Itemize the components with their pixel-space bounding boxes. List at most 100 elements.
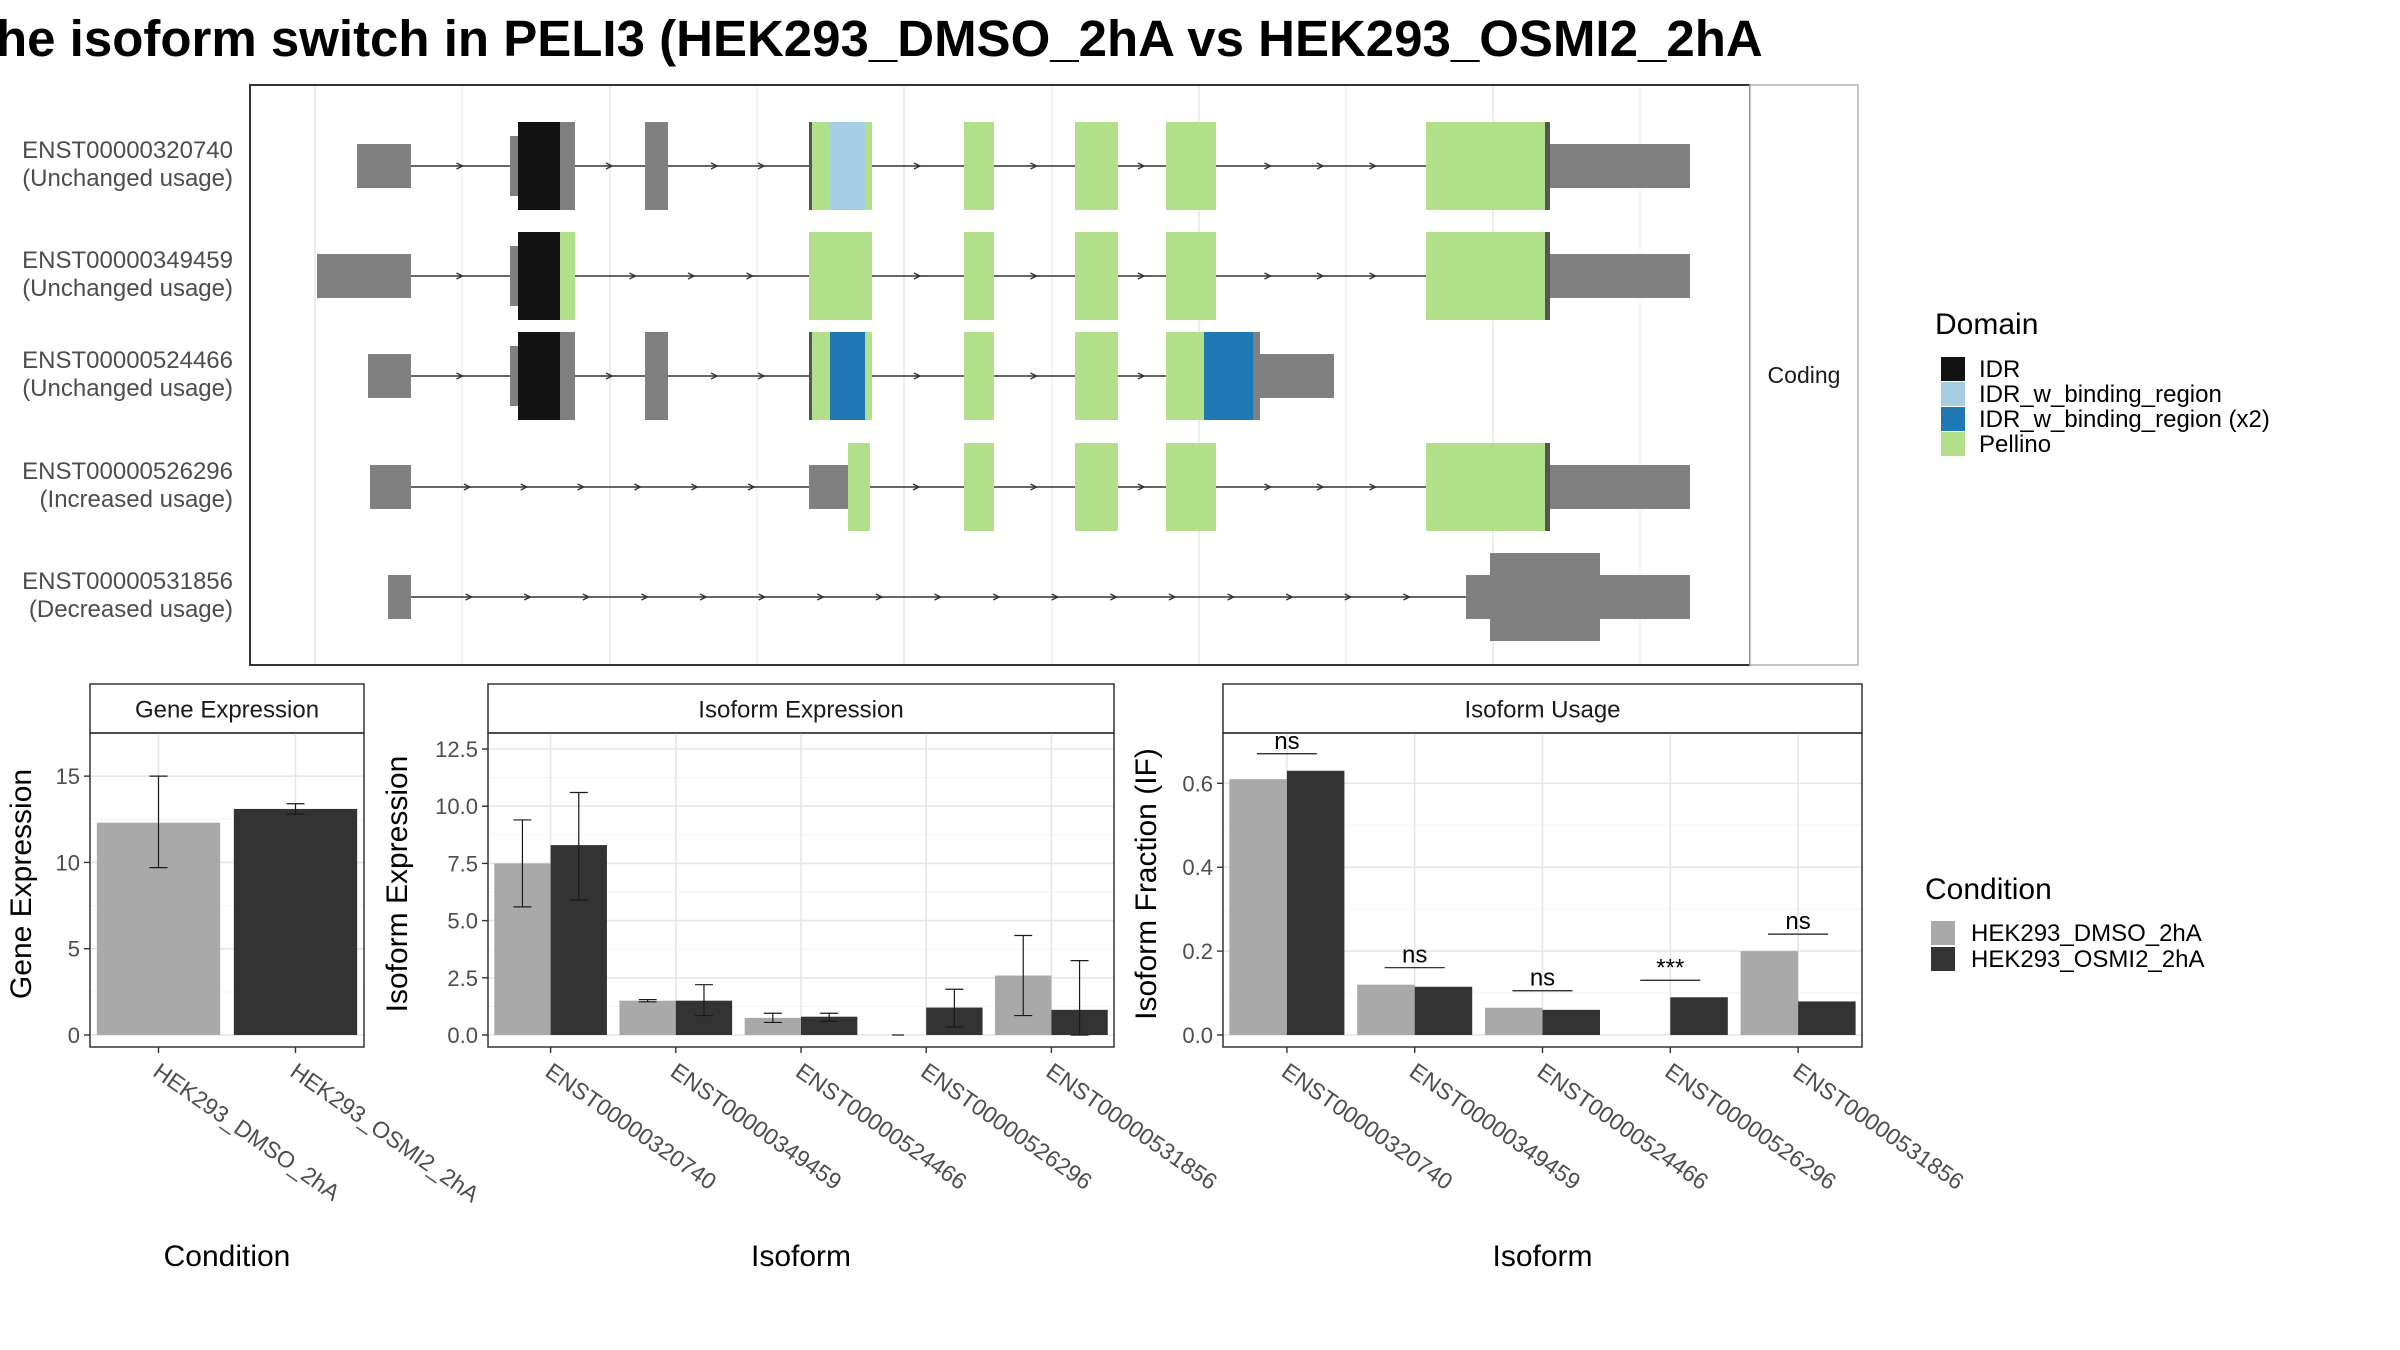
- exon-block: [370, 465, 411, 509]
- structure-facet-strip: [1749, 84, 1859, 666]
- condition-legend-label: HEK293_DMSO_2hA: [1971, 920, 2202, 947]
- strand-arrow: [1051, 593, 1060, 601]
- domain-legend-label: IDR_w_binding_region (x2): [1979, 406, 2270, 433]
- exon-block: [518, 332, 560, 420]
- strand-arrow: [1316, 483, 1325, 491]
- significance-label: ns: [1785, 908, 1810, 935]
- structure-row: [370, 443, 1690, 531]
- exon-block: [865, 122, 872, 210]
- isoform-usage-label: (Unchanged usage): [22, 375, 233, 402]
- y-axis-label: Isoform Expression: [381, 756, 414, 1013]
- structure-row: [368, 332, 1334, 420]
- bar: [233, 808, 358, 1035]
- strand-arrow: [1264, 162, 1273, 170]
- isoform-expression-chart: Isoform Expression0.02.55.07.510.012.5EN…: [381, 683, 1222, 1273]
- strand-arrow: [605, 162, 614, 170]
- exon-block: [1550, 254, 1690, 298]
- y-tick-label: 0.0: [447, 1023, 478, 1048]
- strand-arrow: [1110, 593, 1118, 601]
- x-axis-label: Isoform: [751, 1240, 851, 1273]
- strand-arrow: [710, 372, 719, 380]
- exon-block: [1466, 575, 1490, 619]
- strand-arrow: [690, 483, 699, 491]
- strand-arrow: [757, 162, 766, 170]
- bar: [1357, 984, 1415, 1035]
- y-tick-label: 7.5: [447, 851, 478, 876]
- exon-block: [1260, 354, 1334, 398]
- bar: [1670, 997, 1728, 1035]
- exon-block: [510, 246, 518, 306]
- structure-row: [388, 553, 1690, 641]
- y-tick-label: 2.5: [447, 966, 478, 991]
- figure-title: he isoform switch in PELI3 (HEK293_DMSO_…: [0, 10, 1763, 67]
- isoform-id-label: ENST00000526296: [22, 458, 233, 485]
- exon-block: [388, 575, 411, 619]
- exon-block: [809, 232, 872, 320]
- strand-arrow: [1030, 162, 1039, 170]
- exon-block: [518, 232, 560, 320]
- exon-block: [1600, 575, 1690, 619]
- strand-arrow: [523, 593, 532, 601]
- structure-row: [317, 232, 1690, 320]
- x-axis-label: Isoform: [1492, 1240, 1592, 1273]
- strand-arrow: [456, 162, 465, 170]
- strand-arrow: [687, 272, 696, 280]
- exon-block: [830, 332, 865, 420]
- strand-arrow: [641, 593, 650, 601]
- bar: [1286, 770, 1345, 1035]
- x-axis-label: Condition: [164, 1240, 291, 1273]
- strand-arrow: [520, 483, 529, 491]
- exon-block: [1204, 332, 1253, 420]
- strand-arrow: [1030, 372, 1039, 380]
- strand-arrow: [1403, 593, 1411, 601]
- exon-block: [357, 144, 411, 188]
- exon-block: [510, 346, 518, 406]
- strand-arrow: [913, 372, 922, 380]
- exon-block: [645, 332, 668, 420]
- strand-arrow: [934, 593, 943, 601]
- strand-arrow: [1264, 272, 1273, 280]
- y-tick-label: 5: [68, 937, 80, 962]
- domain-legend-label: Pellino: [1979, 431, 2051, 458]
- condition-legend-swatch: [1931, 921, 1955, 945]
- exon-block: [560, 232, 575, 320]
- exon-block: [645, 122, 668, 210]
- exon-block: [1166, 332, 1204, 420]
- structure-isoform-labels: ENST00000320740(Unchanged usage)ENST0000…: [22, 137, 233, 623]
- isoform-id-label: ENST00000524466: [22, 347, 233, 374]
- bar: [1542, 1009, 1601, 1035]
- exon-block: [1426, 232, 1545, 320]
- strand-arrow: [605, 372, 614, 380]
- y-tick-label: 0.6: [1182, 771, 1213, 796]
- y-tick-label: 15: [56, 764, 80, 789]
- isoform-usage-label: (Decreased usage): [29, 596, 233, 623]
- y-tick-label: 10.0: [435, 794, 478, 819]
- strand-arrow: [710, 162, 719, 170]
- isoform-usage-label: (Unchanged usage): [22, 275, 233, 302]
- exon-block: [964, 122, 994, 210]
- exon-block: [1426, 122, 1545, 210]
- exon-block: [809, 122, 812, 210]
- strand-arrow: [1137, 272, 1146, 280]
- domain-legend-swatch: [1941, 407, 1965, 431]
- bar: [1414, 986, 1473, 1035]
- strand-arrow: [463, 483, 472, 491]
- exon-block: [510, 136, 518, 196]
- y-tick-label: 0.4: [1182, 855, 1213, 880]
- exon-block: [1550, 465, 1690, 509]
- domain-legend-swatch: [1941, 382, 1965, 406]
- exon-block: [317, 254, 411, 298]
- significance-label: ns: [1402, 942, 1427, 969]
- strand-arrow: [1030, 272, 1039, 280]
- isoform-id-label: ENST00000531856: [22, 568, 233, 595]
- y-tick-label: 10: [56, 850, 80, 875]
- exon-block: [1075, 232, 1118, 320]
- domain-legend-items: IDRIDR_w_binding_regionIDR_w_binding_reg…: [1941, 356, 2270, 458]
- domain-legend-swatch: [1941, 357, 1965, 381]
- bar: [619, 1000, 676, 1035]
- exon-block: [1426, 443, 1545, 531]
- strand-arrow: [1168, 593, 1177, 601]
